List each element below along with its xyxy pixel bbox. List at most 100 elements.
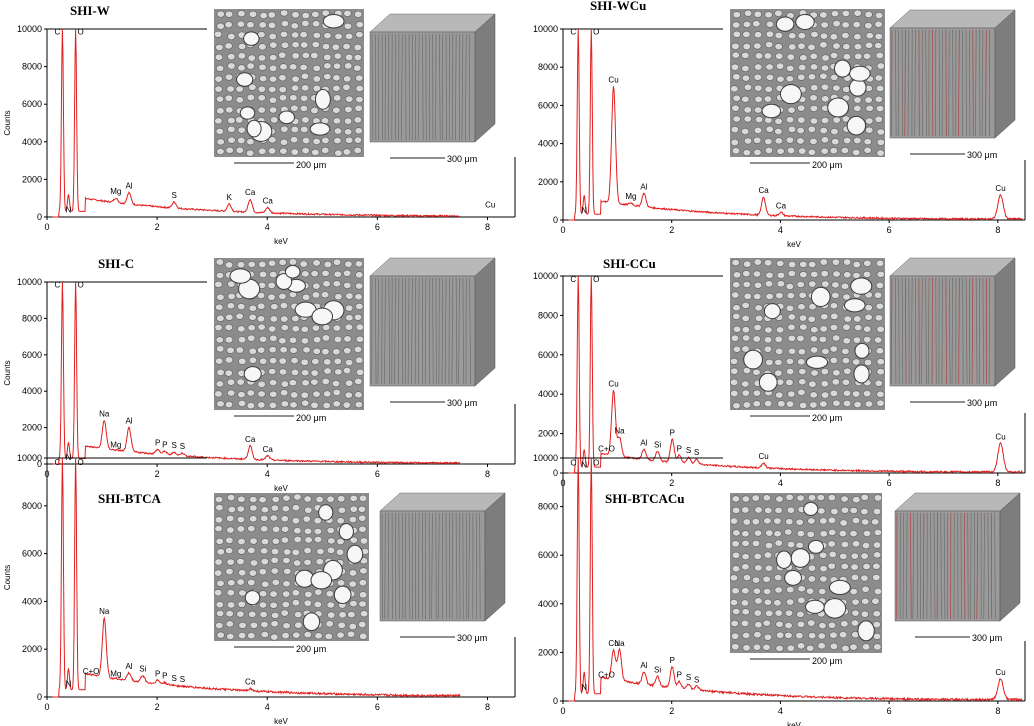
cell-lumen (852, 358, 861, 366)
cell-lumen (323, 73, 332, 81)
x-tick-label: 6 (887, 478, 892, 488)
cell-lumen (344, 379, 354, 387)
cell-lumen (349, 536, 358, 544)
cell-lumen (257, 54, 267, 62)
cell-lumen (260, 558, 269, 566)
cell-lumen (786, 598, 795, 606)
spectrum-line (568, 28, 1023, 222)
cell-lumen (257, 401, 266, 409)
cell-lumen (797, 104, 806, 112)
cell-lumen (332, 258, 342, 266)
cell-lumen (776, 631, 785, 639)
cell-lumen (832, 20, 841, 28)
cell-lumen (357, 505, 367, 513)
cell-lumen (741, 389, 750, 397)
eds-panel: SHI-W 0 2000 4000 6000 8000 10000 0 2 4 6 8 keV Count… (3, 3, 516, 246)
cell-lumen (270, 116, 279, 124)
y-tick-label: 6000 (538, 550, 558, 560)
y-tick-label: 4000 (538, 389, 558, 399)
cell-lumen (344, 391, 353, 399)
cell-lumen (819, 565, 828, 573)
cell-lumen (876, 128, 885, 136)
cell-lumen (267, 21, 277, 29)
cell-lumen (862, 52, 872, 60)
fiber-streak (990, 512, 993, 620)
cell-lumen (224, 42, 233, 50)
cell-lumen (280, 389, 289, 397)
cell-lumen (258, 568, 267, 576)
cell-lumen (281, 525, 290, 533)
cell-lumen (799, 260, 808, 268)
cell-lumen (829, 52, 839, 60)
cell-lumen (809, 335, 818, 343)
cell-lumen (832, 84, 841, 92)
cell-lumen (290, 148, 299, 156)
fiber-streak (422, 33, 424, 141)
x-tick-label: 0 (560, 225, 565, 235)
cell-lumen (850, 552, 859, 560)
cell-lumen (876, 399, 885, 407)
cell-lumen (753, 106, 763, 114)
cell-lumen (787, 334, 796, 342)
vessel-pore (278, 110, 296, 125)
cell-lumen (785, 136, 795, 144)
cell-lumen (819, 32, 829, 40)
cell-lumen (342, 83, 351, 91)
x-tick-label: 4 (778, 706, 783, 716)
cell-lumen (327, 611, 336, 619)
cell-lumen (216, 345, 225, 353)
x-tick-label: 2 (155, 702, 160, 712)
cube-side-face (999, 492, 1021, 622)
peak-label: Na (614, 639, 625, 648)
cell-lumen (732, 506, 741, 514)
cell-lumen (841, 644, 850, 652)
cell-lumen (249, 495, 258, 503)
cell-lumen (246, 149, 255, 157)
cell-lumen (784, 609, 794, 617)
peak-label: N (66, 679, 72, 688)
cell-lumen (785, 378, 794, 386)
spectrum-line (568, 275, 1023, 474)
cell-lumen (344, 62, 353, 70)
cell-lumen (267, 11, 276, 19)
cell-lumen (797, 585, 806, 593)
cell-lumen (271, 611, 280, 619)
cell-lumen (249, 621, 259, 629)
peak-label: Mg (110, 440, 121, 449)
cell-lumen (349, 494, 358, 502)
y-tick-label: 0 (37, 212, 42, 222)
cell-lumen (259, 12, 268, 20)
cell-lumen (214, 569, 223, 577)
cell-lumen (300, 94, 309, 102)
cell-lumen (331, 43, 340, 51)
cell-lumen (270, 633, 279, 641)
peak-label: Cu (608, 379, 618, 388)
fiber-streak (464, 33, 467, 141)
cell-lumen (270, 303, 279, 311)
cell-lumen (224, 21, 233, 29)
scale-bar-label: 200 μm (812, 160, 842, 170)
cell-lumen (269, 271, 278, 279)
fiber-streak (441, 277, 444, 385)
cell-lumen (831, 291, 840, 299)
cell-lumen (278, 368, 288, 376)
cell-lumen (854, 324, 863, 332)
cell-lumen (336, 517, 345, 525)
vessel-pore (346, 544, 364, 564)
fiber-streak (401, 33, 403, 141)
cell-lumen (797, 388, 806, 396)
cell-lumen (775, 62, 785, 70)
cell-lumen (300, 358, 309, 366)
cell-lumen (258, 260, 267, 268)
cell-lumen (224, 94, 233, 102)
peak-label: N (66, 205, 72, 214)
cell-lumen (788, 32, 797, 40)
cell-lumen (355, 21, 364, 29)
cell-lumen (829, 345, 838, 353)
cell-lumen (808, 260, 817, 268)
cell-lumen (332, 324, 342, 332)
peak-label: Mg (625, 192, 636, 201)
cell-lumen (827, 516, 837, 524)
peak-label: Ca (245, 435, 256, 444)
cell-lumen (832, 42, 841, 50)
